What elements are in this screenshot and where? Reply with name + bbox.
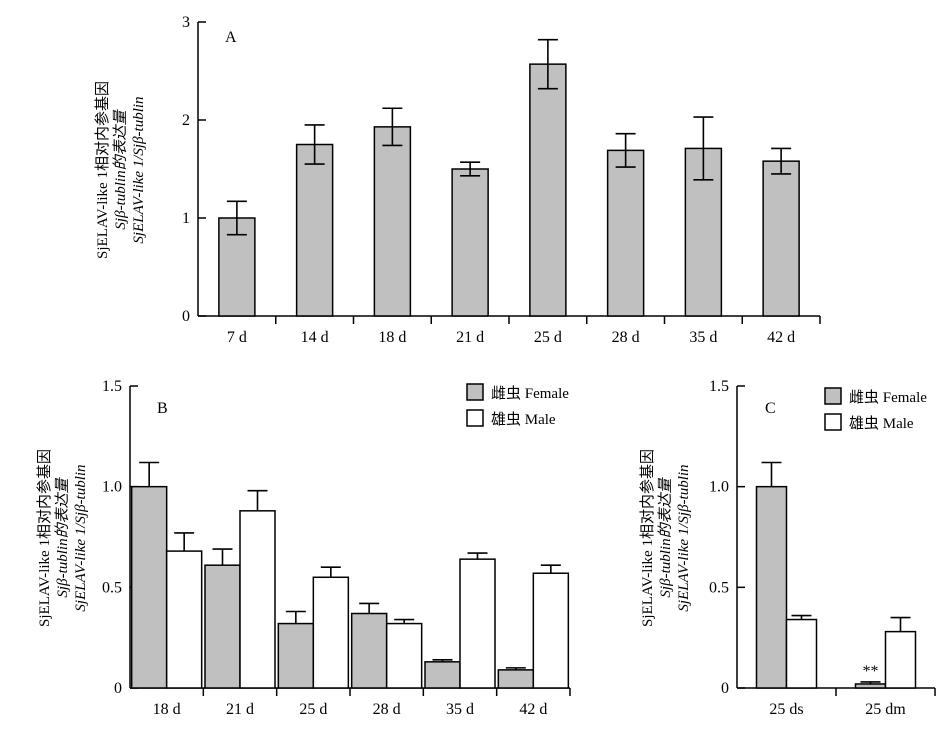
x-tick-label: 25 dm — [865, 701, 906, 718]
legend: 雌虫 Female 雄虫 Male — [824, 387, 927, 432]
bar-B-female — [497, 669, 535, 689]
legend-swatch-male — [824, 413, 842, 431]
bar-B-female — [130, 485, 168, 689]
y-axis-label-line: SjELAV-like 1/Sjβ-tublin — [131, 96, 147, 243]
bar-B-female — [277, 622, 315, 689]
y-axis-label-line: SjELAV-like 1/Sjβ-tublin — [73, 464, 89, 611]
legend-label: 雌虫 Female — [491, 385, 569, 402]
x-tick-label: 42 d — [767, 329, 795, 346]
y-tick-label: 0.5 — [709, 579, 729, 596]
y-axis-label-line: SjELAV-like 1相对内参基因 — [36, 449, 53, 627]
bar-B-female — [350, 612, 388, 689]
bar-C-female — [755, 485, 788, 689]
x-tick-label: 42 d — [519, 701, 547, 718]
legend: 雌虫 Female 雄虫 Male — [466, 383, 569, 428]
panel-letter: C — [765, 400, 776, 417]
bar-B-male — [459, 558, 496, 689]
x-tick-label: 25 ds — [769, 701, 803, 718]
y-axis-label: SjELAV-like 1相对内参基因 Sjβ-tublin的表达量 SjELAV-… — [639, 449, 692, 627]
x-tick-label: 18 d — [153, 701, 181, 718]
significance-mark: ** — [863, 663, 879, 680]
bar-B-male — [532, 572, 570, 689]
y-tick-label: 0.5 — [102, 579, 122, 596]
bar-A-value — [373, 126, 412, 317]
bar-A-value — [295, 143, 334, 317]
bar-A-value — [451, 168, 489, 317]
x-tick-label: 14 d — [301, 329, 329, 346]
y-tick-label: 1.5 — [102, 378, 122, 395]
y-tick-label: 0 — [114, 680, 122, 697]
y-tick-label: 1.0 — [709, 479, 729, 496]
panel-letter: A — [225, 29, 237, 46]
y-axis-label: SjELAV-like 1相对内参基因 Sjβ-tublin的表达量 SjELAV-… — [36, 449, 89, 627]
chart-panel-B: 0 0.5 1.0 1.5 B SjELAV-like 1相对内参基因 Sjβ-tublin… — [36, 378, 571, 718]
x-tick-label: 25 d — [299, 701, 327, 718]
x-tick-label: 28 d — [373, 701, 401, 718]
bar-C-male — [884, 630, 917, 689]
legend-label: 雄虫 Male — [849, 415, 914, 432]
chart-panel-C: 0 0.5 1.0 1.5 C SjELAV-like 1相对内参基因 Sjβ-tublin… — [639, 378, 936, 718]
y-axis-label-line: Sjβ-tublin的表达量 — [54, 476, 71, 597]
bar-B-female — [204, 564, 241, 689]
y-tick-label: 0 — [721, 680, 729, 697]
y-tick-label: 1.0 — [102, 479, 122, 496]
x-tick-label: 18 d — [378, 329, 406, 346]
bar-B-female — [424, 661, 461, 689]
y-axis-label-line: SjELAV-like 1相对内参基因 — [94, 81, 111, 259]
bar-C-female — [854, 683, 887, 689]
bar-C-male — [785, 618, 818, 689]
y-axis-label-line: Sjβ-tublin的表达量 — [657, 476, 674, 597]
bar-A-value — [762, 160, 800, 317]
x-tick-label: 35 d — [689, 329, 717, 346]
bar-B-male — [165, 550, 203, 689]
x-tick-label: 7 d — [227, 329, 247, 346]
y-tick-label: 1 — [182, 210, 190, 227]
legend-swatch-male — [466, 409, 484, 427]
y-tick-label: 3 — [182, 14, 190, 31]
bar-B-male — [239, 510, 276, 689]
x-tick-label: 21 d — [226, 701, 254, 718]
y-axis-label-line: SjELAV-like 1相对内参基因 — [639, 449, 656, 627]
y-tick-label: 0 — [182, 308, 190, 325]
legend-label: 雌虫 Female — [849, 389, 927, 406]
legend-swatch-female — [824, 387, 842, 405]
bar-B-male — [385, 622, 423, 689]
x-tick-label: 28 d — [612, 329, 640, 346]
y-axis-label: SjELAV-like 1相对内参基因 Sjβ-tublin的表达量 SjELAV-… — [94, 81, 147, 259]
bar-B-male — [312, 576, 350, 689]
panel-letter: B — [157, 400, 168, 417]
y-axis-label-line: Sjβ-tublin的表达量 — [112, 108, 129, 229]
x-tick-label: 21 d — [456, 329, 484, 346]
y-axis-label-line: SjELAV-like 1/Sjβ-tublin — [676, 464, 692, 611]
y-tick-label: 2 — [182, 112, 190, 129]
legend-swatch-female — [466, 383, 484, 401]
x-tick-label: 35 d — [446, 701, 474, 718]
bar-A-value — [606, 149, 645, 317]
chart-panel-A: 0 1 2 3 A SjELAV-like 1相对内参基因 Sjβ-tublin的表达量 Sj… — [94, 14, 821, 346]
bar-A-value — [529, 63, 567, 317]
y-tick-label: 1.5 — [709, 378, 729, 395]
x-tick-label: 25 d — [534, 329, 562, 346]
legend-label: 雄虫 Male — [491, 411, 556, 428]
